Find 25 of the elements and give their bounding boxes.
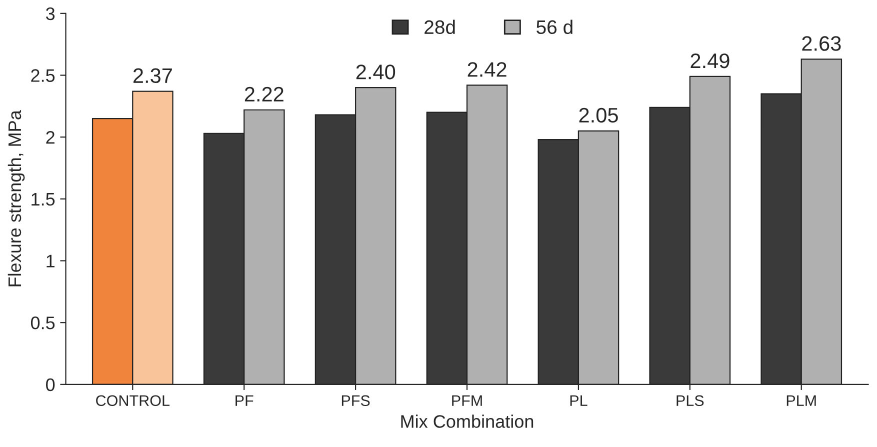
y-tick-label: 2.5 [31, 69, 55, 82]
y-tick-label: 3 [46, 7, 55, 20]
data-label: 2.49 [690, 53, 730, 68]
y-tick-label: 1 [46, 254, 54, 268]
data-label: 2.40 [356, 64, 396, 80]
legend-label: 28d [424, 20, 455, 34]
x-tick-label: PLM [786, 395, 816, 406]
y-tick-label: 0.5 [30, 316, 55, 330]
x-tick-label: PF [236, 395, 254, 406]
data-label: 2.05 [579, 108, 618, 123]
y-tick-label: 2 [46, 131, 54, 144]
y-tick-label: 0 [46, 378, 55, 392]
x-axis-title: Mix Combination [401, 414, 534, 428]
x-tick-label: CONTROL [96, 395, 170, 406]
x-tick-label: PFM [452, 395, 482, 406]
data-label: 2.63 [802, 36, 841, 51]
legend-label: 56 d [536, 20, 572, 34]
data-label: 2.42 [468, 62, 506, 77]
data-label: 2.22 [244, 86, 284, 102]
y-tick-label: 1.5 [32, 193, 55, 206]
x-tick-label: PL [570, 395, 588, 406]
x-tick-label: PFS [342, 395, 370, 406]
y-axis-title: Flexure strength, MPa [8, 110, 25, 286]
data-label: 2.37 [133, 68, 172, 84]
x-tick-label: PLS [676, 395, 704, 406]
